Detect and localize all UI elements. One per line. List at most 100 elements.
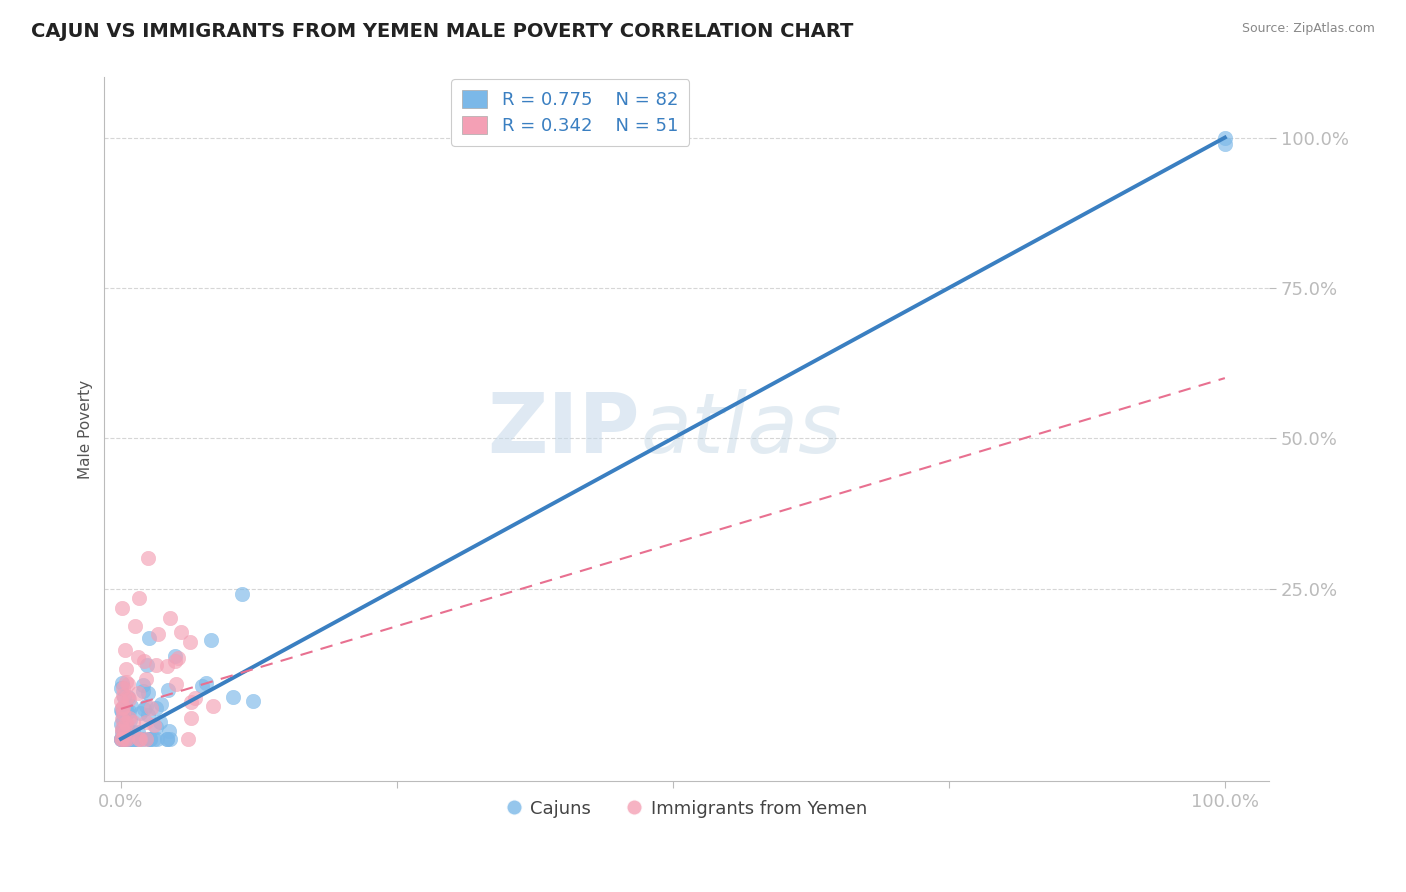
Point <box>111 723 134 737</box>
Point <box>124 619 146 633</box>
Point <box>110 731 132 746</box>
Point <box>112 712 135 726</box>
Point <box>114 731 136 746</box>
Text: atlas: atlas <box>640 389 842 470</box>
Point <box>1213 136 1236 151</box>
Point <box>110 731 132 746</box>
Point <box>115 706 138 720</box>
Point <box>127 731 149 746</box>
Point <box>110 731 132 746</box>
Point <box>115 731 138 745</box>
Point <box>124 731 146 746</box>
Point <box>111 731 134 746</box>
Point <box>165 676 187 690</box>
Point <box>139 731 162 746</box>
Point <box>115 730 138 744</box>
Point <box>121 728 143 742</box>
Point <box>146 626 169 640</box>
Point <box>129 731 152 746</box>
Point <box>159 611 181 625</box>
Point <box>127 686 149 700</box>
Point <box>121 731 143 746</box>
Point <box>111 706 134 720</box>
Point <box>142 718 165 732</box>
Y-axis label: Male Poverty: Male Poverty <box>79 380 93 479</box>
Point <box>135 699 157 714</box>
Point <box>132 731 155 746</box>
Point <box>112 731 135 746</box>
Point <box>120 698 142 713</box>
Point <box>111 724 134 739</box>
Point <box>111 724 134 739</box>
Point <box>117 677 139 691</box>
Point <box>117 731 139 746</box>
Point <box>135 731 157 746</box>
Point <box>242 694 264 708</box>
Point <box>139 731 162 746</box>
Point <box>114 642 136 657</box>
Point <box>169 624 191 639</box>
Point <box>114 725 136 739</box>
Point <box>145 701 167 715</box>
Point <box>118 692 141 706</box>
Point <box>167 651 190 665</box>
Point <box>135 714 157 729</box>
Text: CAJUN VS IMMIGRANTS FROM YEMEN MALE POVERTY CORRELATION CHART: CAJUN VS IMMIGRANTS FROM YEMEN MALE POVE… <box>31 22 853 41</box>
Point <box>132 654 155 668</box>
Point <box>127 725 149 739</box>
Point <box>117 690 139 705</box>
Text: Source: ZipAtlas.com: Source: ZipAtlas.com <box>1241 22 1375 36</box>
Point <box>128 731 150 746</box>
Point <box>180 711 202 725</box>
Point <box>138 631 160 645</box>
Point <box>112 731 135 746</box>
Point <box>117 690 139 704</box>
Point <box>127 650 149 665</box>
Point <box>110 716 132 731</box>
Point <box>139 701 162 715</box>
Point <box>120 731 142 746</box>
Point <box>120 731 142 746</box>
Point <box>122 731 145 746</box>
Point <box>179 635 201 649</box>
Point <box>202 698 225 713</box>
Point <box>110 731 132 746</box>
Point <box>156 731 179 746</box>
Point <box>111 721 134 735</box>
Point <box>110 704 132 718</box>
Point <box>115 716 138 731</box>
Point <box>159 731 181 746</box>
Point <box>138 731 160 746</box>
Point <box>114 702 136 716</box>
Point <box>118 731 141 746</box>
Point <box>129 706 152 721</box>
Point <box>146 731 169 746</box>
Point <box>115 731 138 746</box>
Point <box>222 690 245 705</box>
Point <box>128 591 150 606</box>
Point <box>142 731 165 746</box>
Point <box>111 601 134 615</box>
Point <box>135 672 157 686</box>
Point <box>121 731 143 746</box>
Point <box>200 632 222 647</box>
Point <box>149 714 172 729</box>
Point <box>110 694 132 708</box>
Text: ZIP: ZIP <box>488 389 640 470</box>
Point <box>114 731 136 746</box>
Point <box>117 722 139 736</box>
Point <box>145 720 167 734</box>
Point <box>1213 130 1236 145</box>
Point <box>136 686 159 700</box>
Point <box>111 705 134 719</box>
Point <box>132 678 155 692</box>
Point <box>145 657 167 672</box>
Point <box>184 690 207 705</box>
Point <box>136 708 159 723</box>
Point <box>136 551 159 566</box>
Point <box>112 731 135 746</box>
Point <box>117 705 139 719</box>
Legend: Cajuns, Immigrants from Yemen: Cajuns, Immigrants from Yemen <box>499 792 875 825</box>
Point <box>110 731 132 746</box>
Point <box>111 700 134 714</box>
